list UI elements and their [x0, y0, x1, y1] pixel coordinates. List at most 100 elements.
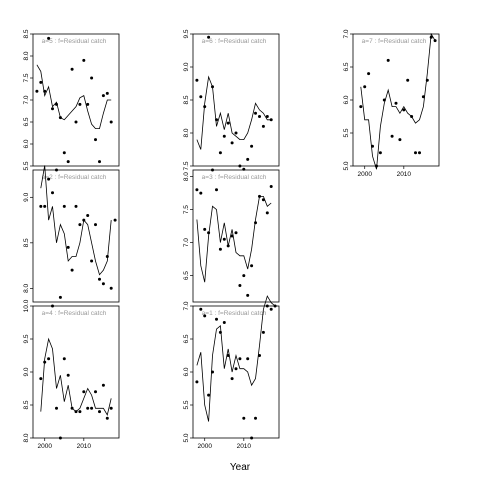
data-point — [82, 218, 86, 222]
y-tick-label: 8.0 — [23, 433, 30, 442]
panel-a5: a=5 : f=Residual catch 5.5 6.0 6.5 7.0 7.5 8.0… — [23, 29, 120, 171]
data-point — [226, 244, 230, 248]
y-tick-label: 8.5 — [23, 400, 30, 409]
data-point — [90, 406, 94, 410]
data-point — [218, 247, 222, 251]
data-point — [242, 274, 246, 278]
data-point — [250, 144, 254, 148]
data-point — [410, 115, 414, 118]
y-tick-label: 6.0 — [183, 367, 190, 376]
data-point — [261, 198, 265, 202]
data-point — [62, 204, 66, 208]
data-point — [47, 357, 51, 361]
data-point — [70, 406, 74, 410]
data-point — [51, 191, 54, 195]
y-tick-label: 7.0 — [183, 238, 190, 247]
data-point — [199, 307, 203, 311]
y-tick-label: 8.0 — [23, 51, 30, 60]
fitted-line — [360, 32, 436, 170]
data-point — [58, 295, 62, 299]
data-point — [226, 121, 230, 125]
x-tick-label: 2000 — [357, 171, 372, 178]
y-tick-label: 5.5 — [23, 161, 30, 170]
data-point — [226, 354, 230, 357]
panel-label: a=7 : f=Residual catch — [362, 38, 427, 45]
data-point — [382, 98, 386, 102]
data-point — [94, 390, 97, 394]
data-point — [47, 36, 51, 40]
data-point — [43, 204, 47, 208]
data-point — [74, 120, 78, 124]
panel-a3: a=3 : f=Residual catch 6.5 7.0 7.5 8.0 — [183, 168, 280, 303]
y-tick-label: 8.5 — [183, 95, 190, 104]
y-tick-label: 7.5 — [183, 161, 190, 170]
panel-frame — [352, 33, 440, 167]
y-tick-label: 6.0 — [343, 95, 350, 104]
y-tick-label: 8.5 — [23, 238, 30, 247]
fitted-line — [40, 337, 112, 416]
panel-a6: a=6 : f=Residual catch 7.5 8.0 8.5 9.0 9.5 — [183, 29, 280, 171]
data-point — [203, 314, 207, 318]
y-tick-label: 9.5 — [183, 29, 190, 38]
data-point — [51, 107, 54, 111]
data-point — [109, 406, 113, 410]
fitted-line — [36, 64, 112, 129]
data-point — [94, 223, 97, 227]
data-point — [82, 390, 86, 394]
data-point — [101, 383, 105, 387]
data-point — [43, 89, 47, 93]
panels-group: a=5 : f=Residual catch 5.5 6.0 6.5 7.0 7.5 8.0… — [23, 29, 440, 450]
data-point — [203, 227, 207, 231]
data-point — [211, 85, 214, 89]
y-tick-label: 7.5 — [23, 73, 30, 82]
data-point — [254, 221, 257, 225]
data-point — [246, 157, 250, 161]
y-tick-label: 6.5 — [183, 334, 190, 343]
data-point — [234, 131, 238, 135]
data-point — [55, 168, 58, 172]
data-point — [269, 118, 273, 122]
data-point — [39, 80, 43, 84]
y-tick-label: 6.5 — [343, 62, 350, 71]
data-point — [47, 177, 51, 181]
data-point — [254, 416, 257, 420]
y-tick-label: 5.0 — [343, 161, 350, 170]
panel-a1: a=1 : f=Residual catch 5.0 5.5 6.0 6.5 7.0 200… — [183, 295, 280, 450]
data-point — [429, 35, 433, 39]
x-tick-label: 2010 — [77, 443, 92, 450]
data-point — [207, 231, 211, 235]
y-tick-label: 5.5 — [183, 400, 190, 409]
data-point — [82, 58, 86, 62]
y-tick-label: 6.5 — [183, 271, 190, 280]
data-point — [105, 91, 109, 95]
data-point — [98, 277, 101, 281]
fitted-line — [40, 165, 112, 276]
data-point — [66, 373, 70, 377]
panel-frame — [32, 33, 120, 167]
data-point — [215, 317, 218, 321]
y-tick-label: 6.0 — [23, 139, 30, 148]
data-point — [246, 293, 250, 297]
y-tick-label: 8.0 — [183, 128, 190, 137]
data-point — [406, 78, 410, 82]
data-point — [199, 191, 203, 195]
fitted-line — [196, 295, 276, 422]
data-point — [101, 94, 105, 98]
panel-frame — [192, 33, 280, 167]
data-point — [371, 144, 374, 148]
y-tick-label: 10.0 — [23, 299, 30, 312]
panel-label: a=6 : f=Residual catch — [202, 38, 267, 45]
data-point — [230, 234, 234, 238]
data-point — [35, 89, 39, 93]
fitted-line — [196, 75, 272, 150]
data-point — [269, 185, 273, 188]
panel-label: a=1 : f=Residual catch — [202, 310, 267, 317]
data-point — [62, 357, 66, 361]
data-point — [375, 164, 378, 168]
data-point — [203, 105, 207, 109]
data-point — [98, 160, 101, 164]
data-point — [207, 35, 211, 39]
y-tick-label: 5.5 — [343, 128, 350, 137]
data-point — [218, 330, 222, 334]
data-point — [234, 367, 238, 371]
